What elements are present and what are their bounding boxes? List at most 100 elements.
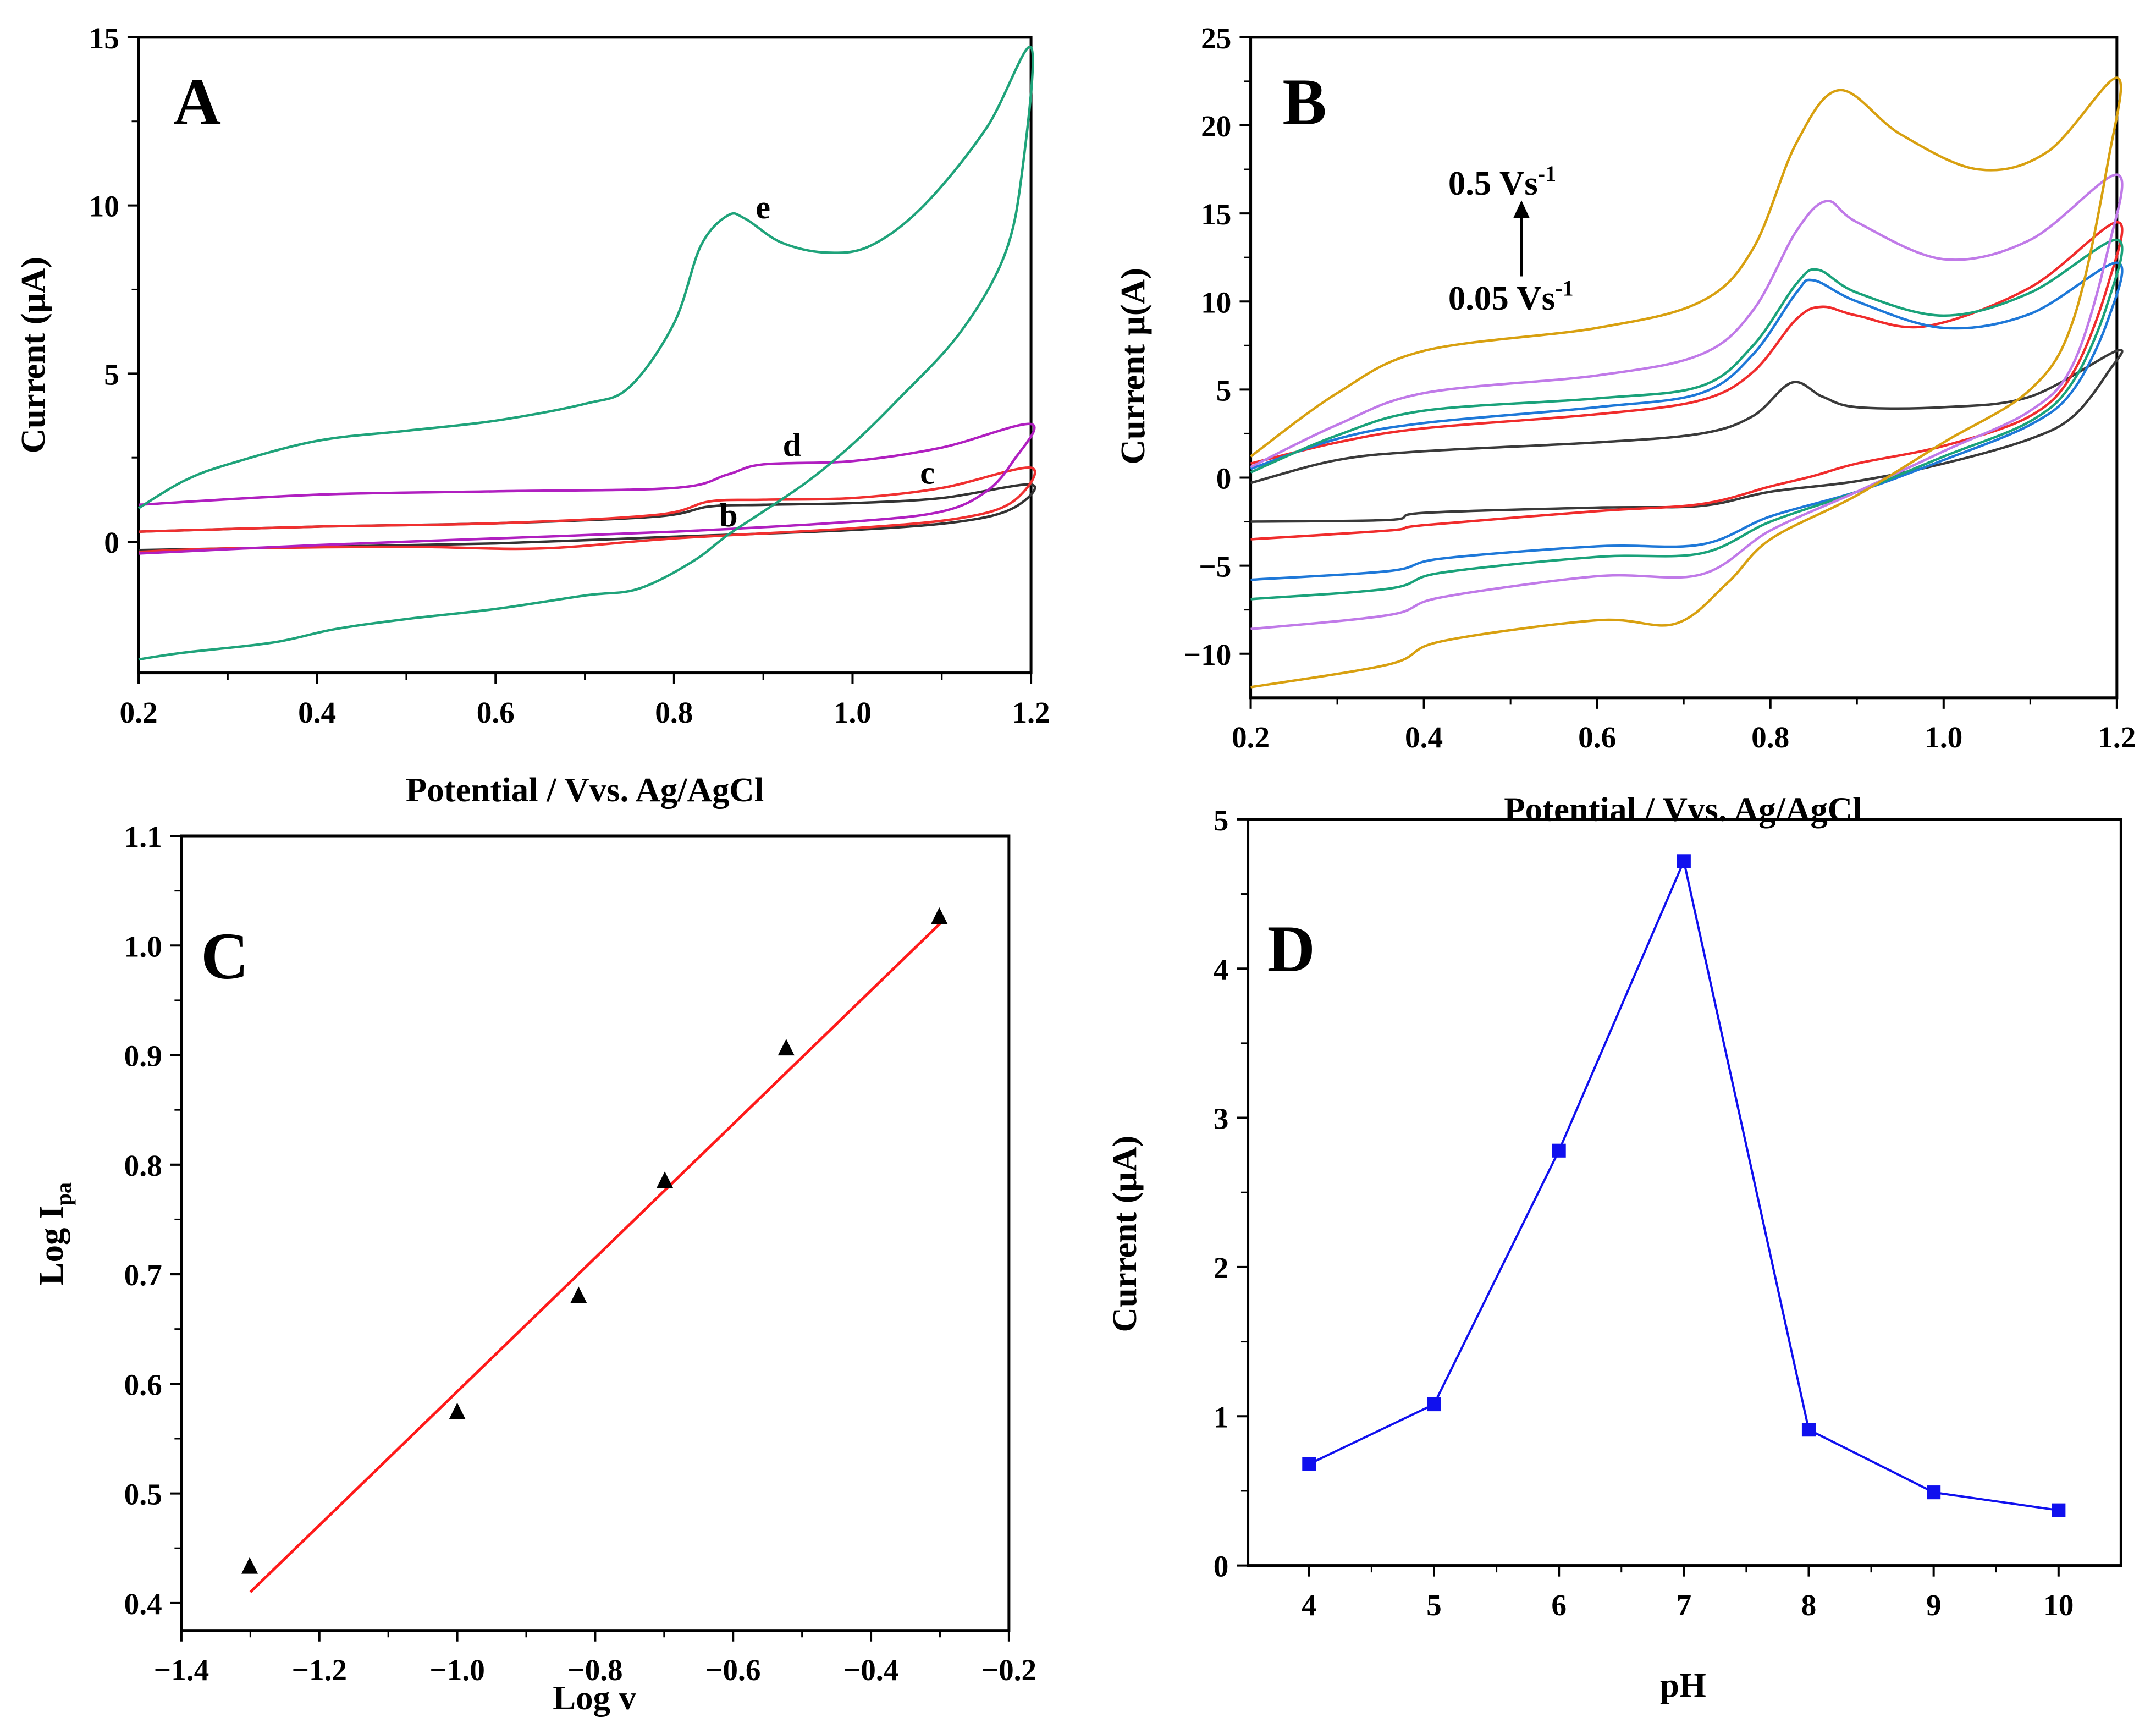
data-point-square	[2052, 1503, 2066, 1517]
y-tick-label: 5	[1214, 803, 1229, 837]
ph-current-line	[1308, 857, 2059, 1512]
y-tick-label: 5	[1216, 373, 1232, 407]
curve-label-c: c	[920, 454, 935, 491]
panel-letter-d: D	[1267, 913, 1315, 986]
x-tick-label: −1.2	[291, 1653, 347, 1687]
x-tick-label: −0.2	[981, 1653, 1037, 1687]
curve-label-d: d	[783, 427, 802, 464]
y-tick-label: 0.8	[124, 1149, 162, 1182]
data-point-square	[1677, 854, 1691, 868]
data-point-triangle	[570, 1286, 587, 1303]
x-tick-label: 6	[1551, 1588, 1567, 1622]
x-tick-label: 0.2	[120, 696, 158, 729]
y-tick-label: 15	[89, 21, 119, 55]
y-tick-label: 15	[1201, 197, 1231, 231]
x-tick-label: 0.8	[655, 696, 693, 729]
x-tick-label: 1.0	[1925, 720, 1962, 754]
data-point-square	[1801, 1423, 1816, 1437]
data-point-triangle	[778, 1039, 795, 1056]
cv-curve-0-5-vs-1	[1250, 76, 2122, 689]
y-tick-label: 0.7	[124, 1258, 162, 1292]
data-point-square	[1302, 1457, 1316, 1471]
panel-a: 0.2 0.4 0.6 0.8 1.0 1.2 0 5 10 15 Potential / Vvs.…	[14, 21, 1050, 809]
y-tick-label: 0.4	[124, 1587, 162, 1621]
y-tick-label: 0	[1216, 462, 1232, 496]
data-point-triangle	[449, 1402, 466, 1419]
y-axis-label: Current (µA)	[1105, 1136, 1144, 1333]
x-axis-label: Potential / Vvs. Ag/AgCl	[406, 770, 764, 809]
data-point-triangle	[931, 907, 948, 924]
y-tick-label: 25	[1201, 21, 1231, 55]
curve-label-e: e	[756, 189, 770, 226]
x-tick-label: 0.4	[298, 696, 336, 729]
cv-curve-0-05-vs-1	[1250, 349, 2124, 523]
y-tick-label: 1.0	[124, 929, 162, 963]
data-point-square	[1927, 1485, 1941, 1500]
x-tick-label: 9	[1926, 1588, 1942, 1622]
x-tick-label: 1.0	[834, 696, 872, 729]
scan-rate-exponent: -1	[1538, 161, 1556, 186]
x-tick-label: −0.4	[843, 1653, 899, 1687]
x-tick-label: 10	[2043, 1588, 2074, 1622]
linear-fit-line	[249, 922, 941, 1593]
x-axis-label: pH	[1660, 1666, 1706, 1704]
y-axis-label-subscript: pa	[51, 1182, 76, 1205]
y-tick-label: 0.9	[124, 1039, 162, 1073]
plot-area	[137, 45, 1036, 661]
curve-label-b: b	[719, 497, 738, 534]
cv-curve-d	[138, 422, 1036, 555]
y-tick-label: 0.6	[124, 1368, 162, 1401]
panel-b: 0.2 0.4 0.6 0.8 1.0 1.2 −10 −5 0 5 10 15 20 25 Potenti…	[1113, 21, 2136, 828]
scan-rate-value: 0.05 Vs	[1448, 279, 1555, 317]
y-tick-label: 10	[89, 190, 119, 223]
plot-area	[1302, 854, 2066, 1517]
y-tick-label: −5	[1199, 550, 1231, 583]
x-tick-label: −0.6	[705, 1653, 761, 1687]
y-tick-label: 4	[1214, 953, 1229, 986]
data-point-triangle	[241, 1557, 258, 1574]
y-tick-label: 0	[1214, 1550, 1229, 1583]
cv-curve-green	[1250, 238, 2124, 601]
y-tick-label: 0	[104, 526, 119, 559]
y-tick-label: 2	[1214, 1251, 1229, 1285]
data-point-square	[1552, 1143, 1566, 1158]
plot-area	[1250, 76, 2124, 689]
y-tick-label: 1	[1214, 1400, 1229, 1434]
y-tick-label: 10	[1201, 285, 1231, 319]
x-tick-label: −0.8	[567, 1653, 623, 1687]
y-axis-label-base: Log I	[32, 1205, 70, 1285]
x-axis-label: Log v	[553, 1678, 636, 1717]
y-tick-label: −10	[1184, 638, 1232, 671]
panel-c: −1.4 −1.2 −1.0 −0.8 −0.6 −0.4 −0.2 0.4 0.5 0.6 0.7…	[32, 820, 1036, 1717]
x-tick-label: 1.2	[2098, 720, 2136, 754]
cv-curve-red	[1250, 221, 2124, 541]
y-axis-label: Current µ(A)	[1113, 268, 1152, 465]
cv-curve-violet	[1250, 173, 2124, 631]
x-tick-label: 7	[1677, 1588, 1692, 1622]
x-tick-label: 0.6	[477, 696, 515, 729]
x-tick-label: 4	[1302, 1588, 1317, 1622]
x-tick-label: 1.2	[1012, 696, 1050, 729]
plot-frame	[137, 36, 1033, 675]
panel-letter-b: B	[1282, 66, 1326, 139]
scan-rate-value: 0.5 Vs	[1448, 164, 1538, 202]
x-tick-label: 0.4	[1405, 720, 1443, 754]
data-point-square	[1427, 1397, 1441, 1412]
x-tick-label: 0.6	[1578, 720, 1616, 754]
cv-curve-c	[138, 466, 1036, 553]
y-axis-label: Log Ipa	[32, 1182, 76, 1285]
y-tick-label: 1.1	[124, 820, 162, 854]
scan-rate-label-min: 0.05 Vs-1	[1448, 276, 1574, 317]
scan-rate-exponent: -1	[1555, 276, 1573, 301]
y-tick-label: 0.5	[124, 1478, 162, 1511]
x-tick-label: −1.4	[154, 1653, 209, 1687]
cv-curve-blue	[1250, 261, 2124, 581]
cv-curve-e	[137, 45, 1034, 661]
x-tick-label: 0.2	[1232, 720, 1270, 754]
plot-frame	[1247, 818, 2122, 1567]
x-tick-label: 8	[1801, 1588, 1817, 1622]
data-point-triangle	[656, 1171, 674, 1188]
arrow-up-icon	[1513, 200, 1530, 218]
scan-rate-label-max: 0.5 Vs-1	[1448, 161, 1556, 202]
panel-d: 4 5 6 7 8 9 10 0 1 2 3 4 5 pH Current (µA) D	[1105, 803, 2122, 1704]
